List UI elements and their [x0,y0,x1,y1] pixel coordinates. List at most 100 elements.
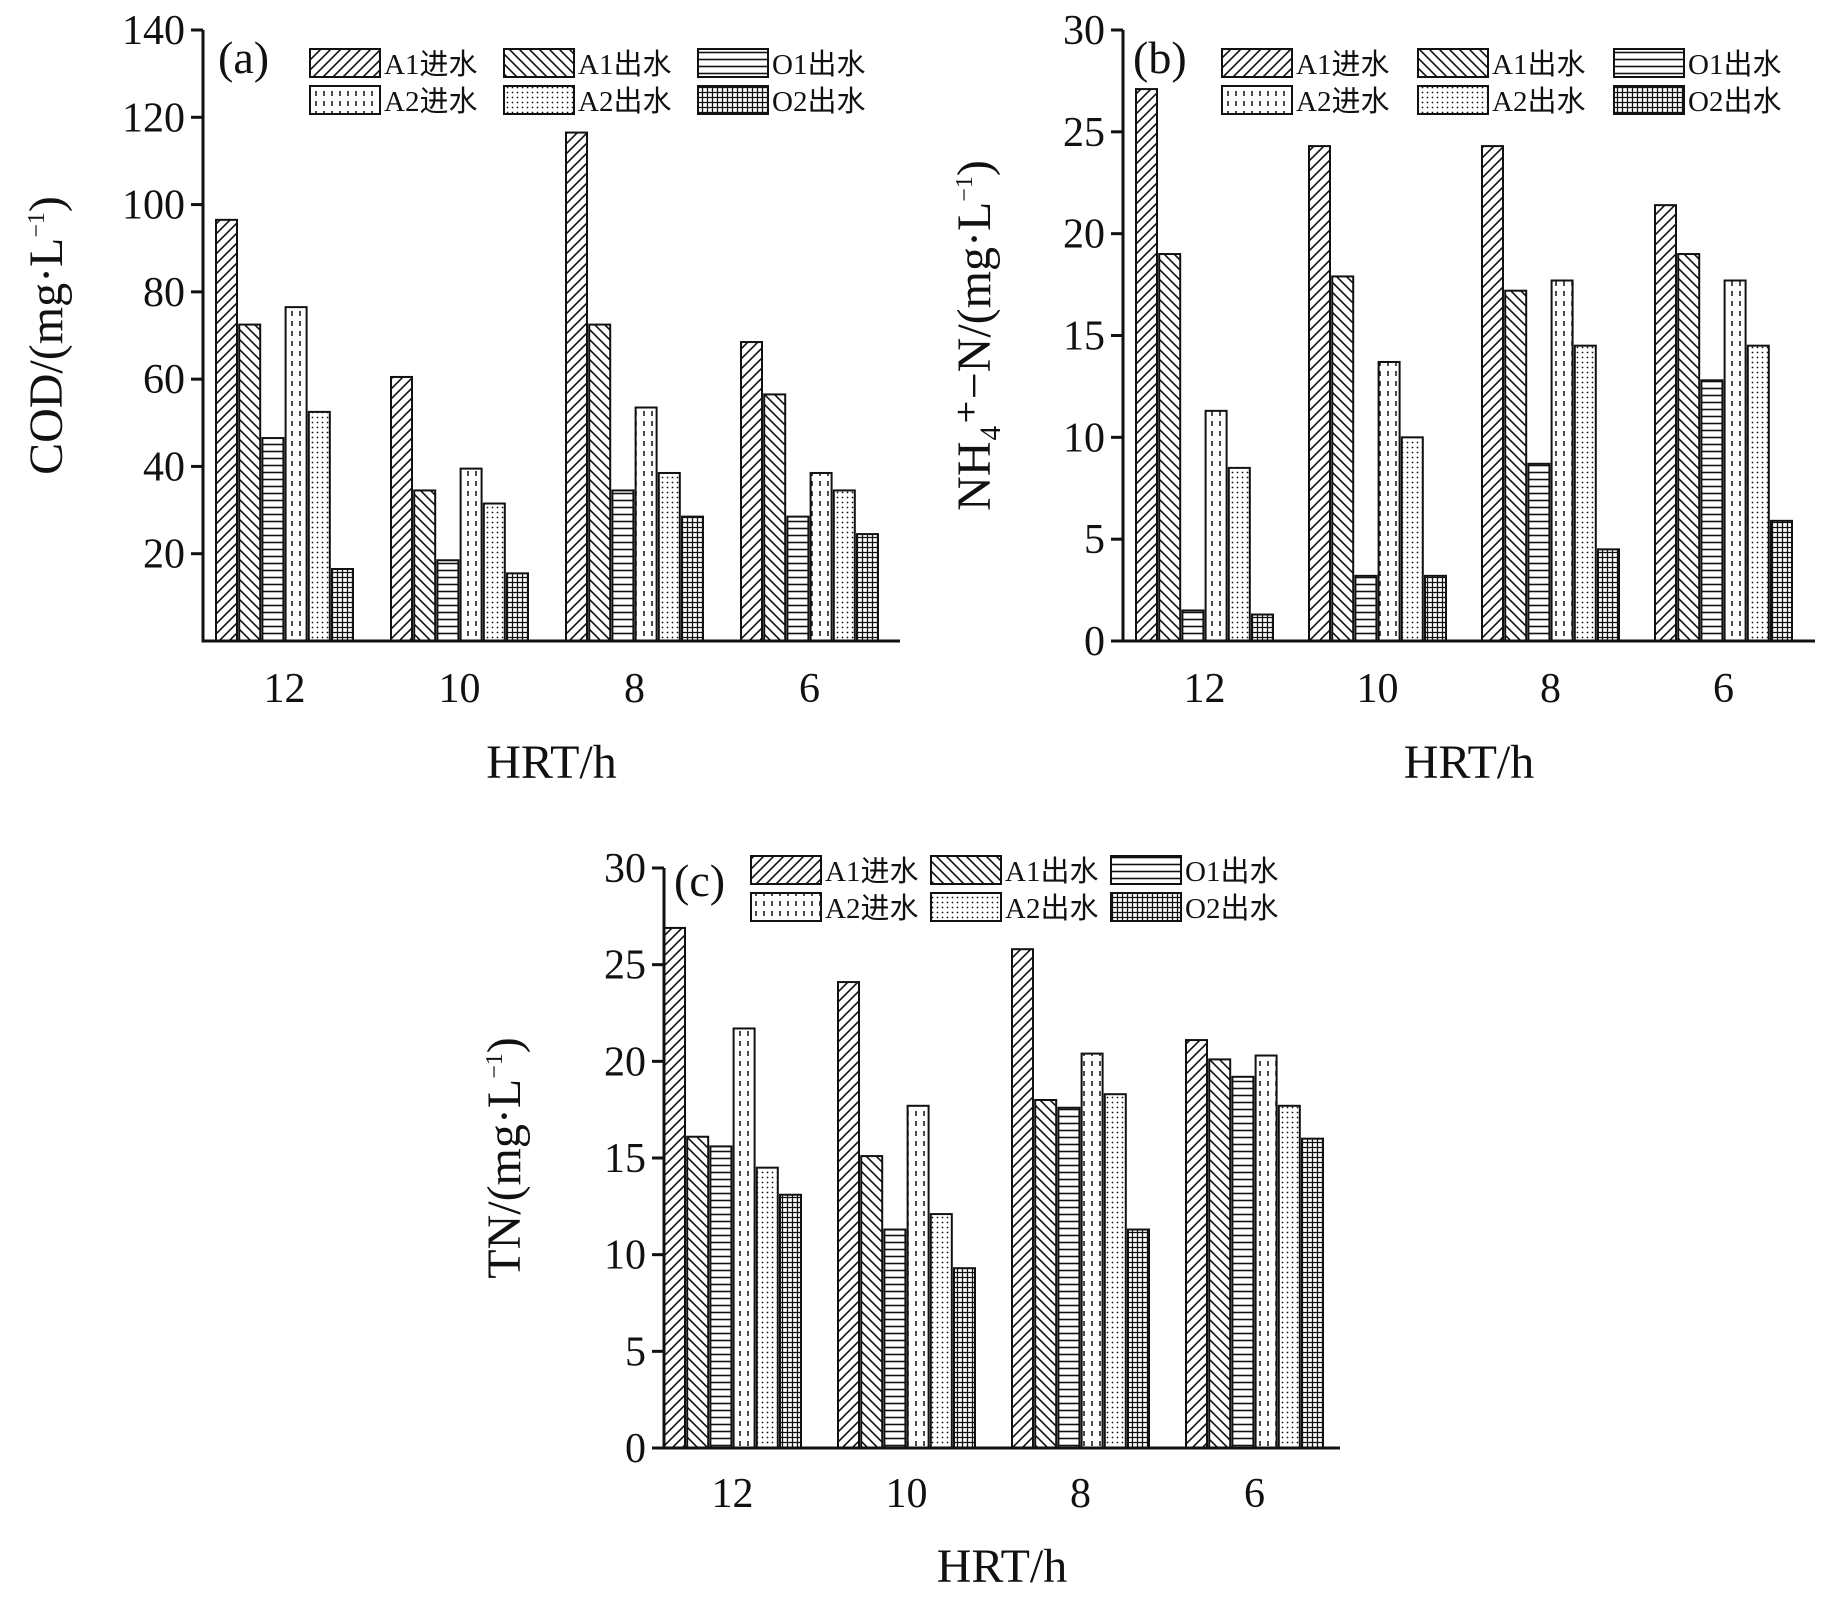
y-tick-label: 10 [1063,415,1105,461]
legend: A1进水 A1出水 O1出水 A2进水 A2出水 O2出水 [750,855,1278,925]
bar-A1出水-10 [413,489,437,642]
bar-A1出水-8 [1034,1099,1058,1449]
legend-swatch [1613,48,1685,78]
bar-A2出水-6 [1746,344,1770,642]
legend-label: O2出水 [1185,892,1278,925]
legend-label: A1出水 [1492,48,1585,81]
bar-A1进水-10 [390,375,413,642]
x-tick-label: 6 [1713,666,1734,712]
bar-A1进水-10 [1308,145,1331,642]
legend-label: A2出水 [1005,892,1098,925]
y-tick-label: 0 [625,1426,646,1472]
legend-label: A2出水 [1492,85,1585,118]
chart-panel-c: 12 10 8 6 0 5 10 15 20 25 30 HRT/h TN/(mg·L−1) (c) A1进… [478,846,1340,1593]
x-tick-label: 8 [624,666,645,712]
bar-A1进水-6 [1185,1039,1208,1449]
bar-A2出水-12 [1227,466,1251,642]
bar-A2进水-6 [809,471,833,642]
x-tick-label: 6 [1244,1471,1265,1517]
bar-O2出水-12 [1251,613,1274,642]
bar-A2出水-12 [755,1166,779,1449]
bar-A2进水-10 [459,467,483,642]
legend-swatch [309,85,381,115]
bar-A1进水-8 [1011,948,1034,1449]
y-tick-label: 80 [143,270,185,316]
y-tick-label: 10 [604,1233,646,1279]
legend-swatch [697,48,769,78]
legend-swatch [309,48,381,78]
bar-O2出水-8 [1597,548,1620,642]
bar-O2出水-6 [1770,519,1793,642]
bar-A2出水-10 [929,1213,953,1449]
bar-A1进水-12 [1135,88,1158,642]
y-tick-label: 20 [143,532,185,578]
y-tick-label: 120 [122,95,185,141]
x-axis-title: HRT/h [937,1540,1067,1593]
legend-swatch [503,85,575,115]
y-axis-title: COD/(mg·L−1) [20,196,73,475]
bar-A2进水-12 [1204,409,1228,642]
legend: A1进水 A1出水 O1出水 A2进水 A2出水 O2出水 [1221,48,1781,118]
legend-label: A1进水 [1296,48,1389,81]
panel-label: (b) [1133,32,1187,83]
bar-A1出水-10 [860,1155,884,1449]
bar-A2出水-10 [482,502,506,642]
x-tick-label: 8 [1540,666,1561,712]
y-tick-label: 20 [1063,212,1105,258]
panel-label: (a) [218,32,269,83]
bar-O1出水-12 [709,1145,733,1450]
bar-O2出水-10 [953,1267,976,1449]
legend-label: O1出水 [1688,48,1781,81]
bar-A2进水-6 [1723,279,1747,642]
y-axis-title: NH₄⁺−N/(mg·L−1) [948,160,1001,511]
x-tick-label: 12 [264,666,306,712]
legend-label: A2进水 [384,85,477,118]
x-tick-label: 6 [799,666,820,712]
bar-A1出水-12 [238,323,262,642]
legend-swatch [930,892,1002,922]
bar-A2进水-10 [1377,360,1401,642]
legend-label: A1出水 [1005,855,1098,888]
bar-O1出水-6 [1231,1075,1255,1450]
y-tick-label: 40 [143,444,185,490]
y-tick-label: 15 [604,1136,646,1182]
x-tick-label: 10 [1357,666,1399,712]
y-tick-label: 100 [122,183,185,229]
bar-A1出水-10 [1331,275,1355,642]
legend-swatch [503,48,575,78]
bar-A2进水-8 [1550,279,1574,642]
y-tick-label: 60 [143,357,185,403]
bar-O2出水-10 [1424,574,1447,642]
x-tick-label: 12 [1184,666,1226,712]
legend-label: A1出水 [578,48,671,81]
x-axis-title: HRT/h [1404,736,1534,789]
bar-A1进水-6 [740,341,763,642]
y-tick-label: 20 [604,1039,646,1085]
bar-A2进水-6 [1254,1054,1278,1449]
y-tick-label: 0 [1084,619,1105,665]
panel-label: (c) [674,855,725,906]
bar-O1出水-10 [436,559,460,643]
bar-A1出水-12 [686,1135,710,1449]
legend-label: A2进水 [1296,85,1389,118]
bar-O1出水-10 [883,1228,907,1449]
y-tick-label: 25 [1063,110,1105,156]
bar-O1出水-6 [1700,379,1724,642]
bar-O1出水-8 [1527,462,1551,642]
bar-O1出水-6 [786,515,810,642]
bar-O1出水-10 [1354,574,1378,642]
x-axis-title: HRT/h [486,736,616,789]
chart-panel-a: 12 10 8 6 20 40 60 80 100 120 140 HRT/h COD/(mg·L−1)… [20,8,900,789]
chart-panel-b: 12 10 8 6 0 5 10 15 20 25 30 HRT/h NH₄⁺−N/(mg·L−1) (b… [948,8,1815,789]
bar-A2进水-12 [284,306,308,642]
x-tick-label: 10 [886,1471,928,1517]
bar-A2出水-6 [832,489,856,642]
bar-O1出水-8 [611,489,635,642]
legend: A1进水 A1出水 O1出水 A2进水 A2出水 O2出水 [309,48,865,118]
x-tick-label: 12 [712,1471,754,1517]
bar-A2进水-12 [732,1027,756,1449]
bar-O2出水-6 [1301,1137,1324,1449]
legend-swatch [1613,85,1685,115]
bar-O2出水-12 [779,1193,802,1449]
